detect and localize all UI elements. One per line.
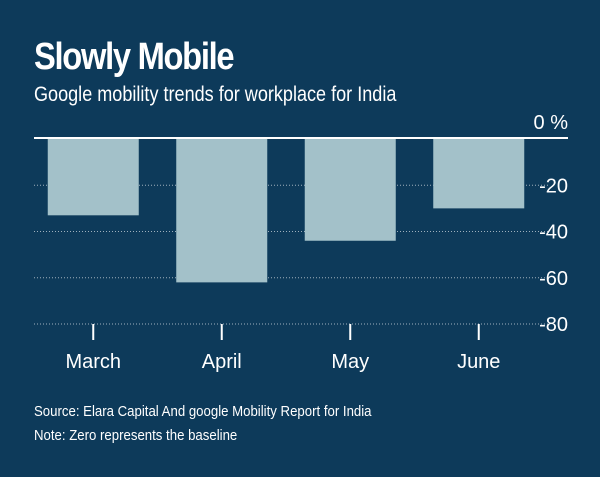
bar-march	[47, 139, 139, 216]
chart-title: Slowly Mobile	[34, 36, 235, 78]
bar-june	[433, 139, 525, 209]
baseline-note: Note: Zero represents the baseline	[34, 427, 238, 444]
y-tick-label: -40	[539, 222, 568, 244]
x-axis: March April May June	[65, 324, 500, 373]
chart-subtitle: Google mobility trends for workplace for…	[34, 83, 397, 106]
y-tick-label: -60	[539, 268, 568, 290]
x-tick-label: June	[457, 351, 500, 373]
bar-april	[176, 139, 268, 283]
bar-may	[304, 139, 396, 241]
source-note: Source: Elara Capital And google Mobilit…	[34, 403, 372, 420]
y-tick-label: -20	[539, 175, 568, 197]
x-tick-label: March	[65, 351, 121, 373]
y-tick-label: 0 %	[534, 112, 569, 134]
x-tick-label: May	[331, 351, 369, 373]
bars	[47, 139, 525, 283]
y-tick-label: -80	[539, 314, 568, 336]
x-tick-label: April	[202, 351, 242, 373]
y-axis-labels: 0 % -20 -40 -60 -80	[534, 112, 569, 336]
